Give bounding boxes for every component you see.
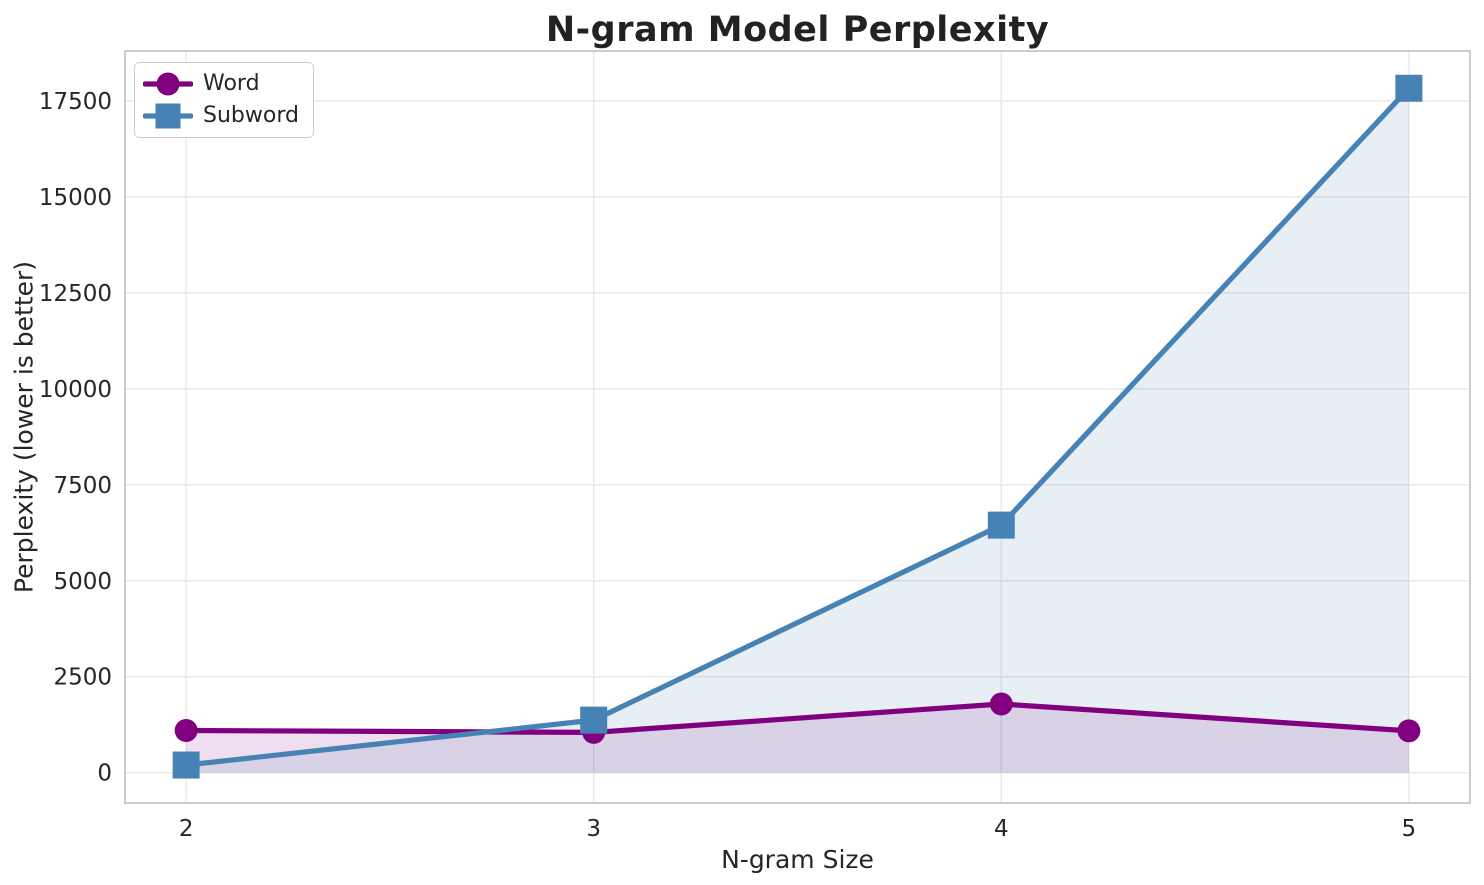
y-tick-label-2500: 2500 — [53, 665, 112, 691]
word-marker-x2 — [174, 718, 198, 742]
legend-label-subword: Subword — [203, 103, 299, 128]
y-tick-label-5000: 5000 — [53, 569, 112, 595]
legend-item-word: Word — [143, 68, 299, 100]
x-tick-label-5: 5 — [1402, 816, 1417, 842]
legend: Word Subword — [134, 62, 314, 138]
y-axis-label: Perplexity (lower is better) — [9, 260, 39, 594]
x-axis-label: N-gram Size — [721, 845, 874, 874]
y-tick-label-12500: 12500 — [39, 281, 112, 307]
subword-legend-marker-icon — [143, 103, 193, 129]
subword-area-fill — [186, 88, 1409, 773]
subword-marker-x3 — [580, 706, 608, 734]
chart-title: N-gram Model Perplexity — [545, 10, 1050, 50]
word-legend-marker-icon — [143, 72, 193, 96]
y-tick-label-15000: 15000 — [39, 185, 112, 211]
word-line — [183, 701, 1412, 736]
subword-marker-x2 — [172, 751, 200, 779]
subword-marker-x4 — [987, 511, 1015, 539]
legend-label-word: Word — [203, 71, 260, 96]
y-tick-label-7500: 7500 — [53, 473, 112, 499]
x-tick-label-2: 2 — [179, 816, 194, 842]
x-tick-label-3: 3 — [586, 816, 601, 842]
subword-line — [183, 85, 1412, 768]
x-tick-label-4: 4 — [994, 816, 1009, 842]
y-tick-label-17500: 17500 — [39, 89, 112, 115]
word-marker-x4 — [989, 692, 1013, 716]
y-tick-label-0: 0 — [97, 761, 112, 787]
word-marker-x5 — [1397, 719, 1421, 743]
word-area-fill — [186, 704, 1409, 773]
y-tick-label-10000: 10000 — [39, 377, 112, 403]
legend-item-subword: Subword — [143, 100, 299, 132]
axes-spines — [124, 50, 1471, 804]
subword-marker-x5 — [1395, 74, 1423, 102]
